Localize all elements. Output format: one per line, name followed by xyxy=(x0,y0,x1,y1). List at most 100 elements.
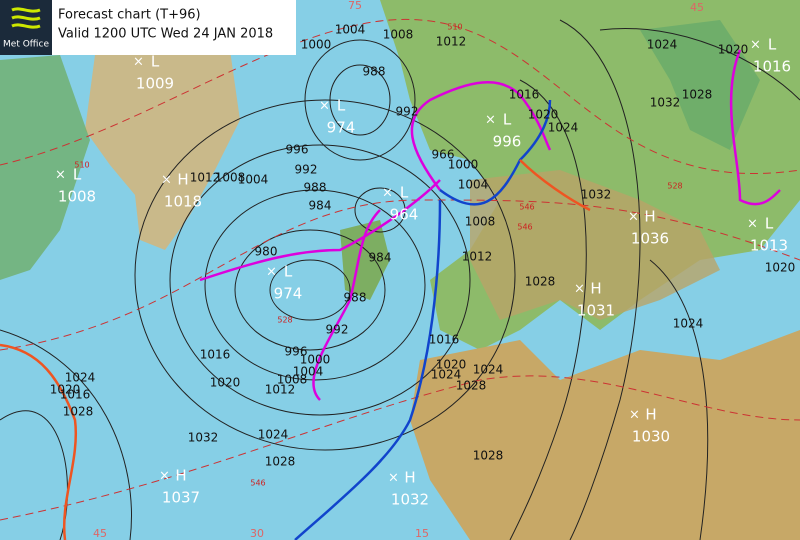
isobar-label: 1004 xyxy=(335,23,366,37)
center-type: H xyxy=(644,208,655,226)
center-pressure: 1030 xyxy=(632,428,670,446)
center-type: H xyxy=(175,467,186,485)
center-type: L xyxy=(73,166,82,184)
isobar-label: 1032 xyxy=(650,96,681,110)
center-marker: × xyxy=(159,469,170,484)
isobar-label: 1008 xyxy=(215,171,246,185)
center-marker: × xyxy=(574,282,585,297)
center-type: L xyxy=(151,53,160,71)
isobar-label: 1016 xyxy=(429,333,460,347)
isobar-label: 988 xyxy=(363,65,386,79)
center-marker: × xyxy=(747,217,758,232)
isobar-label: 1028 xyxy=(265,455,296,469)
center-type: H xyxy=(590,280,601,298)
center-type: L xyxy=(765,215,774,233)
isobar-label: 1024 xyxy=(473,363,504,377)
center-pressure: 964 xyxy=(390,206,419,224)
isobar-label: 1012 xyxy=(436,35,467,49)
graticule-label: 75 xyxy=(348,0,362,12)
isobar-label: 1012 xyxy=(265,383,296,397)
center-pressure: 974 xyxy=(274,285,303,303)
isobar-label: 992 xyxy=(326,323,349,337)
thickness-label: 510 xyxy=(74,161,89,170)
isobar-label: 1008 xyxy=(465,215,496,229)
center-type: L xyxy=(768,36,777,54)
graticule-label: 45 xyxy=(690,1,704,14)
isobar-label: 1024 xyxy=(673,317,704,331)
center-pressure: 1009 xyxy=(136,75,174,93)
thickness-label: 528 xyxy=(667,182,682,191)
center-pressure: 996 xyxy=(493,133,522,151)
isobar-label: 1024 xyxy=(65,371,96,385)
isobar-label: 1000 xyxy=(448,158,479,172)
center-type: H xyxy=(645,406,656,424)
thickness-label: 528 xyxy=(277,316,292,325)
logo-text: Met Office xyxy=(3,40,49,50)
center-type: L xyxy=(284,263,293,281)
center-marker: × xyxy=(161,173,172,188)
thickness-label: 546 xyxy=(517,223,532,232)
isobar-label: 1020 xyxy=(50,383,81,397)
isobar-label: 992 xyxy=(295,163,318,177)
isobar-label: 1020 xyxy=(765,261,796,275)
center-pressure: 1008 xyxy=(58,188,96,206)
center-marker: × xyxy=(485,113,496,128)
fronts xyxy=(0,49,781,540)
thickness-label: 546 xyxy=(250,479,265,488)
isobar-label: 1016 xyxy=(509,88,540,102)
isobar-label: 966 xyxy=(432,148,455,162)
isobar-label: 1020 xyxy=(436,358,467,372)
isobar-label: 1004 xyxy=(238,173,269,187)
isobar-label: 1008 xyxy=(383,28,414,42)
center-type: H xyxy=(177,171,188,189)
center-marker: × xyxy=(388,471,399,486)
center-pressure: 1037 xyxy=(162,489,200,507)
center-pressure: 1016 xyxy=(753,58,791,76)
isobar-label: 1020 xyxy=(210,376,241,390)
isobar-label: 1028 xyxy=(682,88,713,102)
center-pressure: 1036 xyxy=(631,230,669,248)
isobar-label: 984 xyxy=(369,251,392,265)
isobar-label: 980 xyxy=(255,245,278,259)
graticule-label: 45 xyxy=(93,527,107,540)
isobar-label: 992 xyxy=(396,105,419,119)
isobar-label: 1000 xyxy=(300,353,331,367)
isobar-label: 1028 xyxy=(473,449,504,463)
isobar-label: 1032 xyxy=(188,431,219,445)
isobar-label: 1020 xyxy=(528,108,559,122)
center-type: L xyxy=(503,111,512,129)
isobar-label: 1028 xyxy=(525,275,556,289)
isobar-label: 1016 xyxy=(60,388,91,402)
center-marker: × xyxy=(55,168,66,183)
isobar-label: 1016 xyxy=(200,348,231,362)
center-marker: × xyxy=(133,55,144,70)
isobar-label: 1004 xyxy=(458,178,489,192)
graticule-label: 15 xyxy=(415,527,429,540)
isobar-label: 1024 xyxy=(548,121,579,135)
isobar-label: 1028 xyxy=(63,405,94,419)
center-marker: × xyxy=(319,99,330,114)
center-pressure: 1031 xyxy=(577,302,615,320)
isobar-label: 996 xyxy=(286,143,309,157)
isobar-label: 1012 xyxy=(190,171,221,185)
center-type: L xyxy=(400,184,409,202)
thickness-label: 510 xyxy=(447,23,462,32)
isobar-label: 1024 xyxy=(647,38,678,52)
center-pressure: 1013 xyxy=(750,237,788,255)
isobar-label: 1024 xyxy=(258,428,289,442)
chart-title: Forecast chart (T+96) xyxy=(58,8,201,23)
isobar-label: 1000 xyxy=(301,38,332,52)
isobar-label: 1012 xyxy=(462,250,493,264)
center-type: L xyxy=(337,97,346,115)
isobar-label: 988 xyxy=(344,291,367,305)
isobar-label: 1020 xyxy=(718,43,749,57)
center-marker: × xyxy=(266,265,277,280)
isobar-label: 1008 xyxy=(277,373,308,387)
center-marker: × xyxy=(382,186,393,201)
center-pressure: 1018 xyxy=(164,193,202,211)
isobar-label: 988 xyxy=(304,181,327,195)
isobar-label: 1028 xyxy=(456,379,487,393)
center-marker: × xyxy=(750,38,761,53)
center-pressure: 974 xyxy=(327,119,356,137)
chart-valid-time: Valid 1200 UTC Wed 24 JAN 2018 xyxy=(58,27,273,42)
